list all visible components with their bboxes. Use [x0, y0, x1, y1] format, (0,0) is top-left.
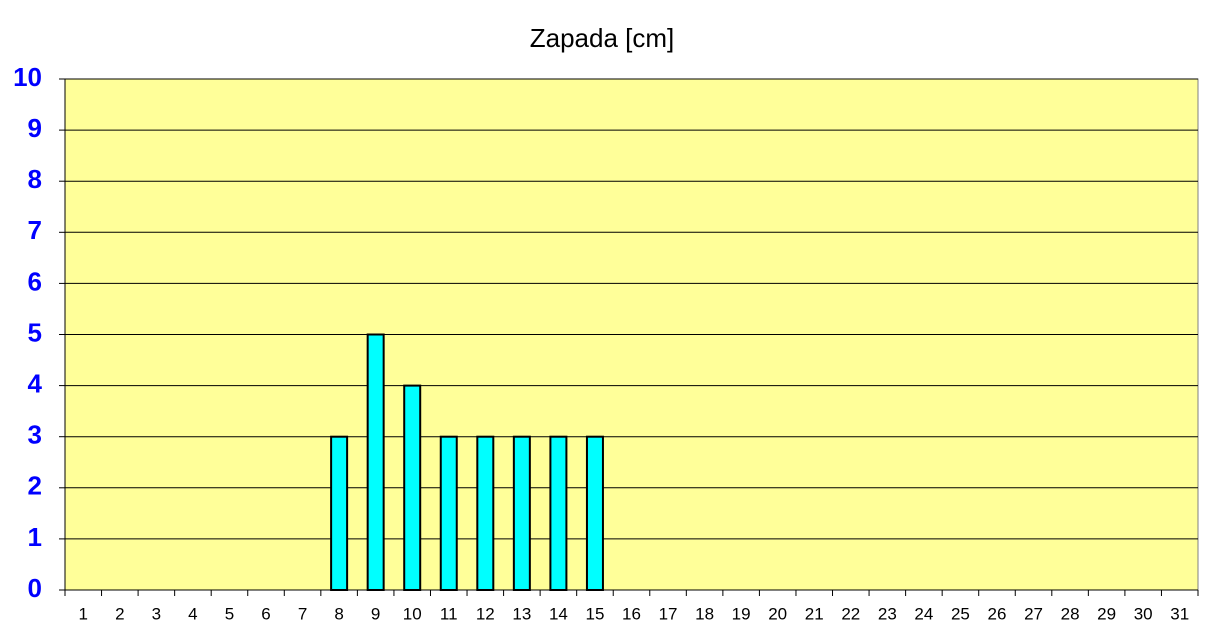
x-tick-label: 18	[695, 604, 714, 623]
x-tick-label: 29	[1097, 604, 1116, 623]
bar	[439, 435, 458, 592]
bar	[512, 435, 531, 592]
y-tick-label: 0	[28, 573, 42, 603]
chart-title: Zapada [cm]	[530, 23, 675, 53]
x-tick-label: 28	[1061, 604, 1080, 623]
x-tick-label: 9	[371, 604, 380, 623]
bar	[330, 435, 349, 592]
x-tick-label: 10	[403, 604, 422, 623]
y-tick-label: 6	[28, 266, 42, 296]
x-tick-label: 31	[1170, 604, 1189, 623]
x-tick-label: 12	[476, 604, 495, 623]
x-tick-label: 19	[732, 604, 751, 623]
x-tick-label: 21	[805, 604, 824, 623]
x-tick-label: 26	[988, 604, 1007, 623]
y-tick-label: 8	[28, 164, 42, 194]
x-tick-label: 6	[261, 604, 270, 623]
x-tick-label: 15	[585, 604, 604, 623]
bar	[403, 384, 422, 591]
x-tick-label: 14	[549, 604, 568, 623]
x-tick-label: 5	[225, 604, 234, 623]
x-tick-label: 23	[878, 604, 897, 623]
x-tick-label: 20	[768, 604, 787, 623]
x-tick-label: 3	[152, 604, 161, 623]
x-tick-label: 22	[841, 604, 860, 623]
bar	[476, 435, 495, 592]
x-tick-label: 13	[512, 604, 531, 623]
bar	[585, 435, 604, 592]
y-tick-label: 4	[28, 368, 43, 398]
x-tick-label: 16	[622, 604, 641, 623]
y-tick-label: 2	[28, 471, 42, 501]
x-tick-label: 24	[914, 604, 933, 623]
x-tick-label: 1	[79, 604, 88, 623]
y-tick-label: 9	[28, 113, 42, 143]
x-tick-label: 17	[659, 604, 678, 623]
x-tick-label: 4	[188, 604, 197, 623]
x-tick-label: 7	[298, 604, 307, 623]
y-tick-label: 5	[28, 317, 42, 347]
x-tick-label: 27	[1024, 604, 1043, 623]
bar	[549, 435, 568, 592]
y-tick-label: 7	[28, 215, 42, 245]
bar	[366, 333, 385, 591]
x-tick-label: 30	[1134, 604, 1153, 623]
x-tick-label: 8	[334, 604, 343, 623]
x-tick-label: 25	[951, 604, 970, 623]
y-tick-label: 3	[28, 420, 42, 450]
x-tick-label: 11	[440, 604, 458, 623]
x-tick-label: 2	[115, 604, 124, 623]
y-tick-label: 10	[13, 62, 42, 92]
y-tick-label: 1	[28, 522, 42, 552]
